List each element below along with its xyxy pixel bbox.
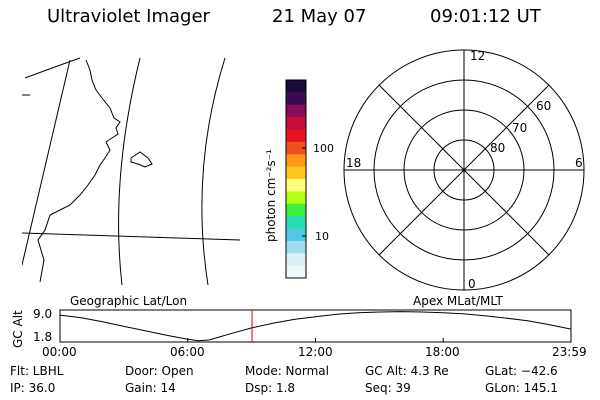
colorbar-segment xyxy=(286,92,306,106)
x-tick-label: 06:00 xyxy=(170,345,205,359)
colorbar-segment xyxy=(286,191,306,205)
mlt-label-6: 6 xyxy=(575,156,583,170)
status-flt: Flt: LBHL xyxy=(10,364,64,378)
status-seq: Seq: 39 xyxy=(365,381,411,395)
colorbar-segment xyxy=(286,265,306,279)
colorbar-segment xyxy=(286,141,306,155)
date-label: 21 May 07 xyxy=(272,6,367,27)
colorbar-segment xyxy=(286,216,306,229)
y-tick-label: 9.0 xyxy=(33,307,52,321)
colorbar-tick-10: 10 xyxy=(315,230,329,243)
colorbar-segment xyxy=(286,240,306,254)
colorbar-segment xyxy=(286,104,306,118)
status-gcalt: GC Alt: 4.3 Re xyxy=(365,364,449,378)
lat-label-60: 60 xyxy=(536,99,551,113)
x-tick-label: 18:00 xyxy=(425,345,460,359)
polar-plot xyxy=(343,49,585,291)
status-gain: Gain: 14 xyxy=(125,381,176,395)
status-dsp: Dsp: 1.8 xyxy=(245,381,296,395)
chart-title-right: Apex MLat/MLT xyxy=(413,294,503,308)
chart-frame xyxy=(59,309,572,343)
colorbar-segment xyxy=(286,253,306,267)
x-ticks xyxy=(59,338,572,342)
status-mode: Mode: Normal xyxy=(245,364,329,378)
colorbar-segment xyxy=(286,179,306,192)
instrument-title: Ultraviolet Imager xyxy=(47,6,210,27)
status-ip: IP: 36.0 xyxy=(10,381,56,395)
x-tick-label: 00:00 xyxy=(42,345,77,359)
mlt-label-0: 0 xyxy=(468,277,476,291)
colorbar-segment xyxy=(286,203,306,217)
color-bar xyxy=(285,79,307,279)
colorbar-segment xyxy=(286,80,306,93)
geographic-map xyxy=(22,57,241,285)
status-glat: GLat: −42.6 xyxy=(485,364,558,378)
lat-label-80: 80 xyxy=(490,141,505,155)
chart-title-left: Geographic Lat/Lon xyxy=(70,294,187,308)
colorbar-frame xyxy=(285,79,307,279)
mlt-label-18: 18 xyxy=(346,156,361,170)
x-tick-label: 12:00 xyxy=(298,345,333,359)
colorbar-segment xyxy=(286,166,306,180)
colorbar-segment xyxy=(286,154,306,168)
time-label: 09:01:12 UT xyxy=(430,6,541,27)
chart-ylabel: GC Alt xyxy=(11,310,25,348)
y-tick-label: 1.8 xyxy=(33,330,52,344)
altitude-series-line xyxy=(59,311,572,342)
mlt-label-12: 12 xyxy=(470,49,485,63)
colorbar-segment xyxy=(286,129,306,143)
colorbar-tick-100: 100 xyxy=(313,142,334,155)
status-glon: GLon: 145.1 xyxy=(485,381,558,395)
colorbar-label: photon cm⁻²s⁻¹ xyxy=(264,149,278,242)
colorbar-segment xyxy=(286,117,306,130)
x-tick-label: 23:59 xyxy=(552,345,587,359)
status-door: Door: Open xyxy=(125,364,194,378)
lat-label-70: 70 xyxy=(512,121,527,135)
colorbar-segment xyxy=(286,228,306,242)
